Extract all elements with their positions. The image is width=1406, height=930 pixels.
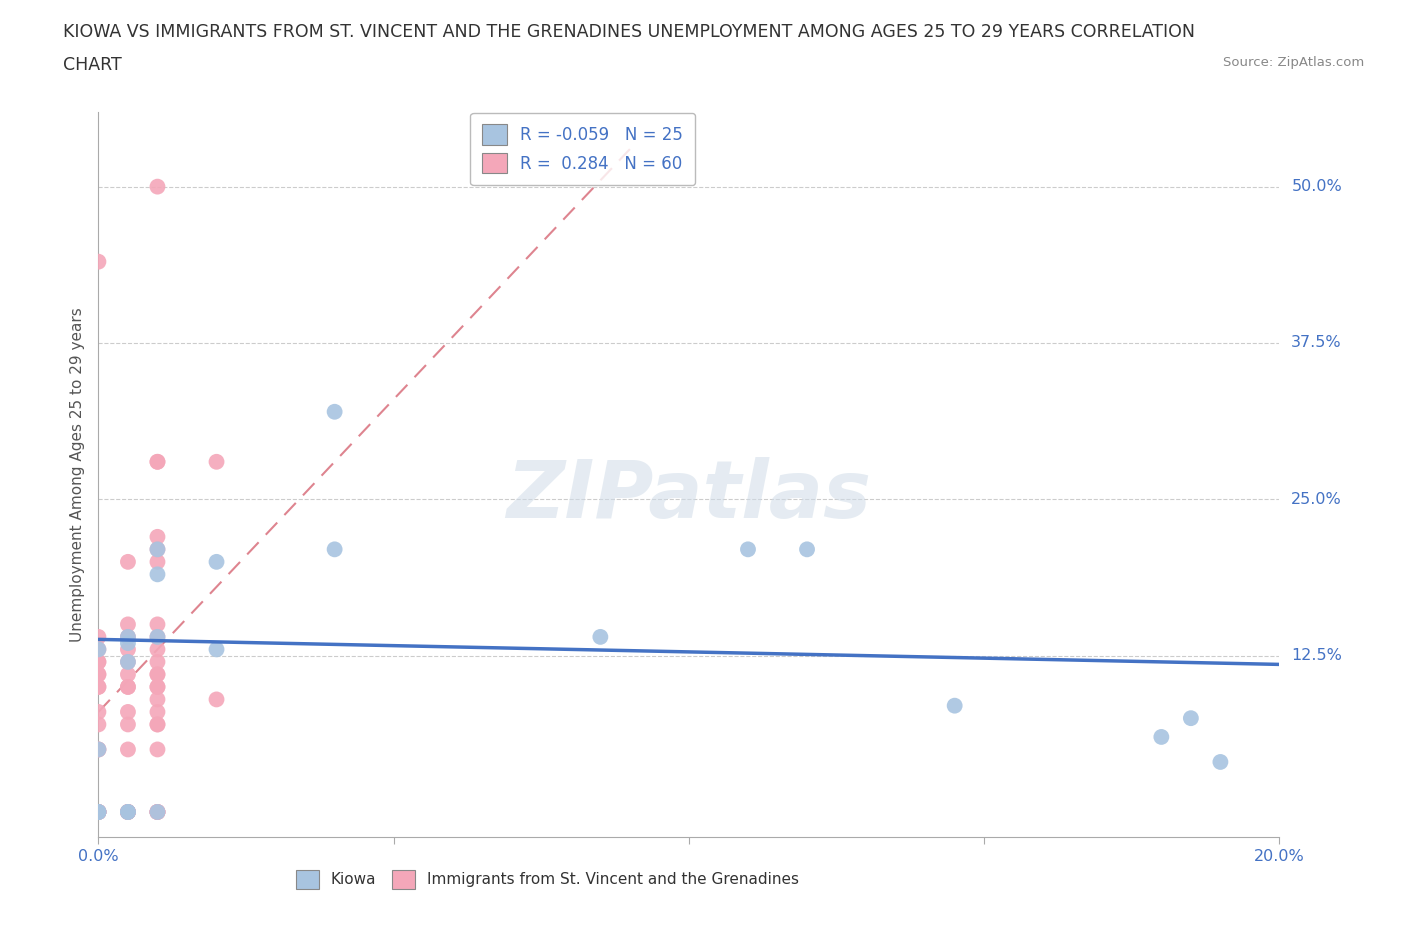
Point	[205, 455, 228, 470]
Point	[146, 554, 169, 569]
Point	[117, 636, 139, 651]
Point	[737, 542, 759, 557]
Point	[87, 705, 110, 720]
Point	[87, 804, 110, 819]
Point	[146, 705, 169, 720]
Point	[117, 655, 139, 670]
Point	[146, 179, 169, 194]
Point	[146, 680, 169, 695]
Point	[943, 698, 966, 713]
Point	[146, 804, 169, 819]
Text: Source: ZipAtlas.com: Source: ZipAtlas.com	[1223, 56, 1364, 69]
Point	[117, 804, 139, 819]
Point	[146, 642, 169, 657]
Point	[146, 655, 169, 670]
Point	[146, 542, 169, 557]
Point	[117, 680, 139, 695]
Point	[117, 642, 139, 657]
Point	[117, 630, 139, 644]
Text: 12.5%: 12.5%	[1291, 648, 1343, 663]
Point	[117, 667, 139, 682]
Text: ZIPatlas: ZIPatlas	[506, 457, 872, 535]
Point	[205, 642, 228, 657]
Point	[146, 804, 169, 819]
Point	[117, 655, 139, 670]
Point	[87, 642, 110, 657]
Point	[589, 630, 612, 644]
Point	[117, 804, 139, 819]
Point	[146, 542, 169, 557]
Point	[117, 804, 139, 819]
Point	[117, 554, 139, 569]
Point	[87, 804, 110, 819]
Point	[117, 804, 139, 819]
Point	[146, 630, 169, 644]
Point	[87, 804, 110, 819]
Legend: Kiowa, Immigrants from St. Vincent and the Grenadines: Kiowa, Immigrants from St. Vincent and t…	[290, 864, 804, 895]
Point	[87, 667, 110, 682]
Point	[146, 630, 169, 644]
Point	[87, 742, 110, 757]
Point	[117, 717, 139, 732]
Point	[117, 742, 139, 757]
Point	[146, 680, 169, 695]
Point	[87, 254, 110, 269]
Point	[146, 742, 169, 757]
Point	[205, 554, 228, 569]
Point	[87, 680, 110, 695]
Point	[117, 705, 139, 720]
Point	[796, 542, 818, 557]
Point	[146, 717, 169, 732]
Point	[87, 804, 110, 819]
Point	[146, 692, 169, 707]
Point	[87, 655, 110, 670]
Point	[146, 455, 169, 470]
Point	[146, 804, 169, 819]
Point	[146, 717, 169, 732]
Point	[146, 667, 169, 682]
Point	[1209, 754, 1232, 769]
Point	[87, 680, 110, 695]
Point	[146, 804, 169, 819]
Point	[117, 680, 139, 695]
Point	[146, 804, 169, 819]
Point	[87, 630, 110, 644]
Point	[87, 804, 110, 819]
Y-axis label: Unemployment Among Ages 25 to 29 years: Unemployment Among Ages 25 to 29 years	[69, 307, 84, 642]
Point	[117, 804, 139, 819]
Text: 25.0%: 25.0%	[1291, 492, 1341, 507]
Point	[146, 567, 169, 582]
Point	[87, 804, 110, 819]
Point	[87, 804, 110, 819]
Point	[87, 717, 110, 732]
Point	[87, 667, 110, 682]
Point	[117, 804, 139, 819]
Point	[117, 804, 139, 819]
Point	[87, 742, 110, 757]
Point	[205, 692, 228, 707]
Point	[1180, 711, 1202, 725]
Point	[323, 542, 346, 557]
Point	[146, 667, 169, 682]
Point	[87, 804, 110, 819]
Point	[1150, 729, 1173, 744]
Text: 37.5%: 37.5%	[1291, 336, 1341, 351]
Text: 50.0%: 50.0%	[1291, 179, 1341, 194]
Point	[117, 630, 139, 644]
Point	[146, 529, 169, 544]
Point	[323, 405, 346, 419]
Text: CHART: CHART	[63, 56, 122, 73]
Point	[117, 617, 139, 631]
Point	[87, 655, 110, 670]
Point	[87, 804, 110, 819]
Point	[87, 742, 110, 757]
Text: KIOWA VS IMMIGRANTS FROM ST. VINCENT AND THE GRENADINES UNEMPLOYMENT AMONG AGES : KIOWA VS IMMIGRANTS FROM ST. VINCENT AND…	[63, 23, 1195, 41]
Point	[87, 642, 110, 657]
Point	[146, 455, 169, 470]
Point	[146, 617, 169, 631]
